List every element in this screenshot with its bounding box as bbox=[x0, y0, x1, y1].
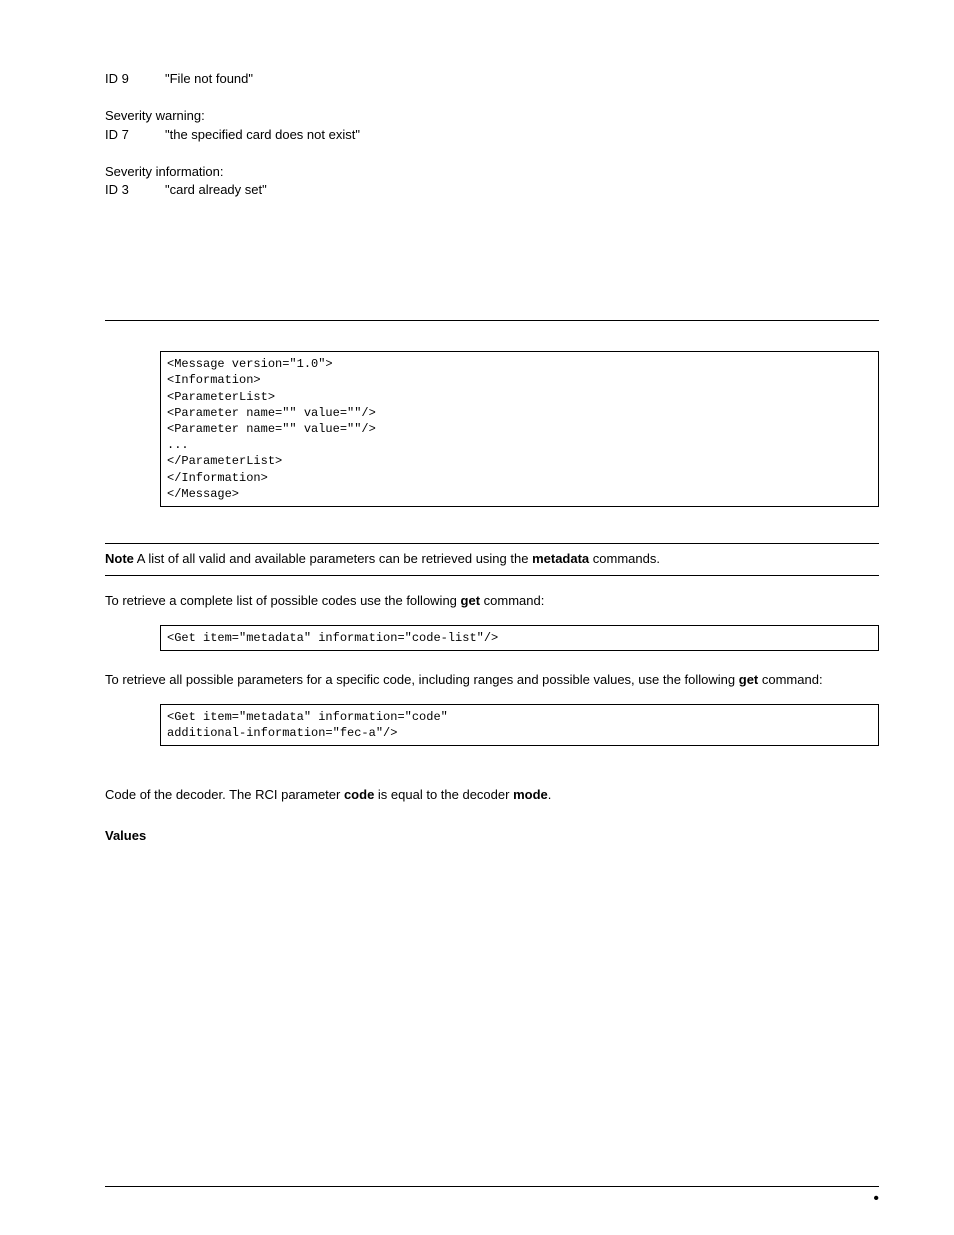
warning-block: Severity warning: ID 7 "the specified ca… bbox=[105, 107, 879, 145]
id-label: ID 7 bbox=[105, 126, 165, 145]
id-line: ID 3 "card already set" bbox=[105, 181, 879, 200]
para-text: command: bbox=[758, 672, 822, 687]
id-line: ID 7 "the specified card does not exist" bbox=[105, 126, 879, 145]
para-text: Code of the decoder. The RCI parameter bbox=[105, 787, 344, 802]
id-msg: "File not found" bbox=[165, 70, 253, 89]
para-bold: code bbox=[344, 787, 374, 802]
section-divider bbox=[105, 320, 879, 321]
paragraph: Code of the decoder. The RCI parameter c… bbox=[105, 786, 879, 805]
para-text: . bbox=[548, 787, 552, 802]
id-label: ID 3 bbox=[105, 181, 165, 200]
id-msg: "card already set" bbox=[165, 181, 267, 200]
para-text: command: bbox=[480, 593, 544, 608]
note-text-before: A list of all valid and available parame… bbox=[134, 551, 532, 566]
para-text: is equal to the decoder bbox=[374, 787, 513, 802]
info-block: Severity information: ID 3 "card already… bbox=[105, 163, 879, 201]
bullet-icon: • bbox=[873, 1191, 879, 1207]
paragraph: To retrieve all possible parameters for … bbox=[105, 671, 879, 690]
id-line: ID 9 "File not found" bbox=[105, 70, 879, 89]
note-text-after: commands. bbox=[589, 551, 660, 566]
para-text: To retrieve all possible parameters for … bbox=[105, 672, 739, 687]
severity-warning-header: Severity warning: bbox=[105, 107, 879, 126]
id-label: ID 9 bbox=[105, 70, 165, 89]
code-block-message: <Message version="1.0"> <Information> <P… bbox=[160, 351, 879, 507]
code-block-get-list: <Get item="metadata" information="code-l… bbox=[160, 625, 879, 651]
para-bold: get bbox=[739, 672, 759, 687]
footer-rule bbox=[105, 1186, 879, 1187]
note-bold: metadata bbox=[532, 551, 589, 566]
page: ID 9 "File not found" Severity warning: … bbox=[0, 0, 954, 1235]
error-block: ID 9 "File not found" bbox=[105, 70, 879, 89]
note-label: Note bbox=[105, 551, 134, 566]
para-text: To retrieve a complete list of possible … bbox=[105, 593, 461, 608]
note-box: Note A list of all valid and available p… bbox=[105, 543, 879, 576]
severity-info-header: Severity information: bbox=[105, 163, 879, 182]
paragraph: To retrieve a complete list of possible … bbox=[105, 592, 879, 611]
para-bold: get bbox=[461, 593, 481, 608]
code-block-get-code: <Get item="metadata" information="code" … bbox=[160, 704, 879, 746]
id-msg: "the specified card does not exist" bbox=[165, 126, 360, 145]
values-heading: Values bbox=[105, 827, 879, 846]
para-bold: mode bbox=[513, 787, 548, 802]
